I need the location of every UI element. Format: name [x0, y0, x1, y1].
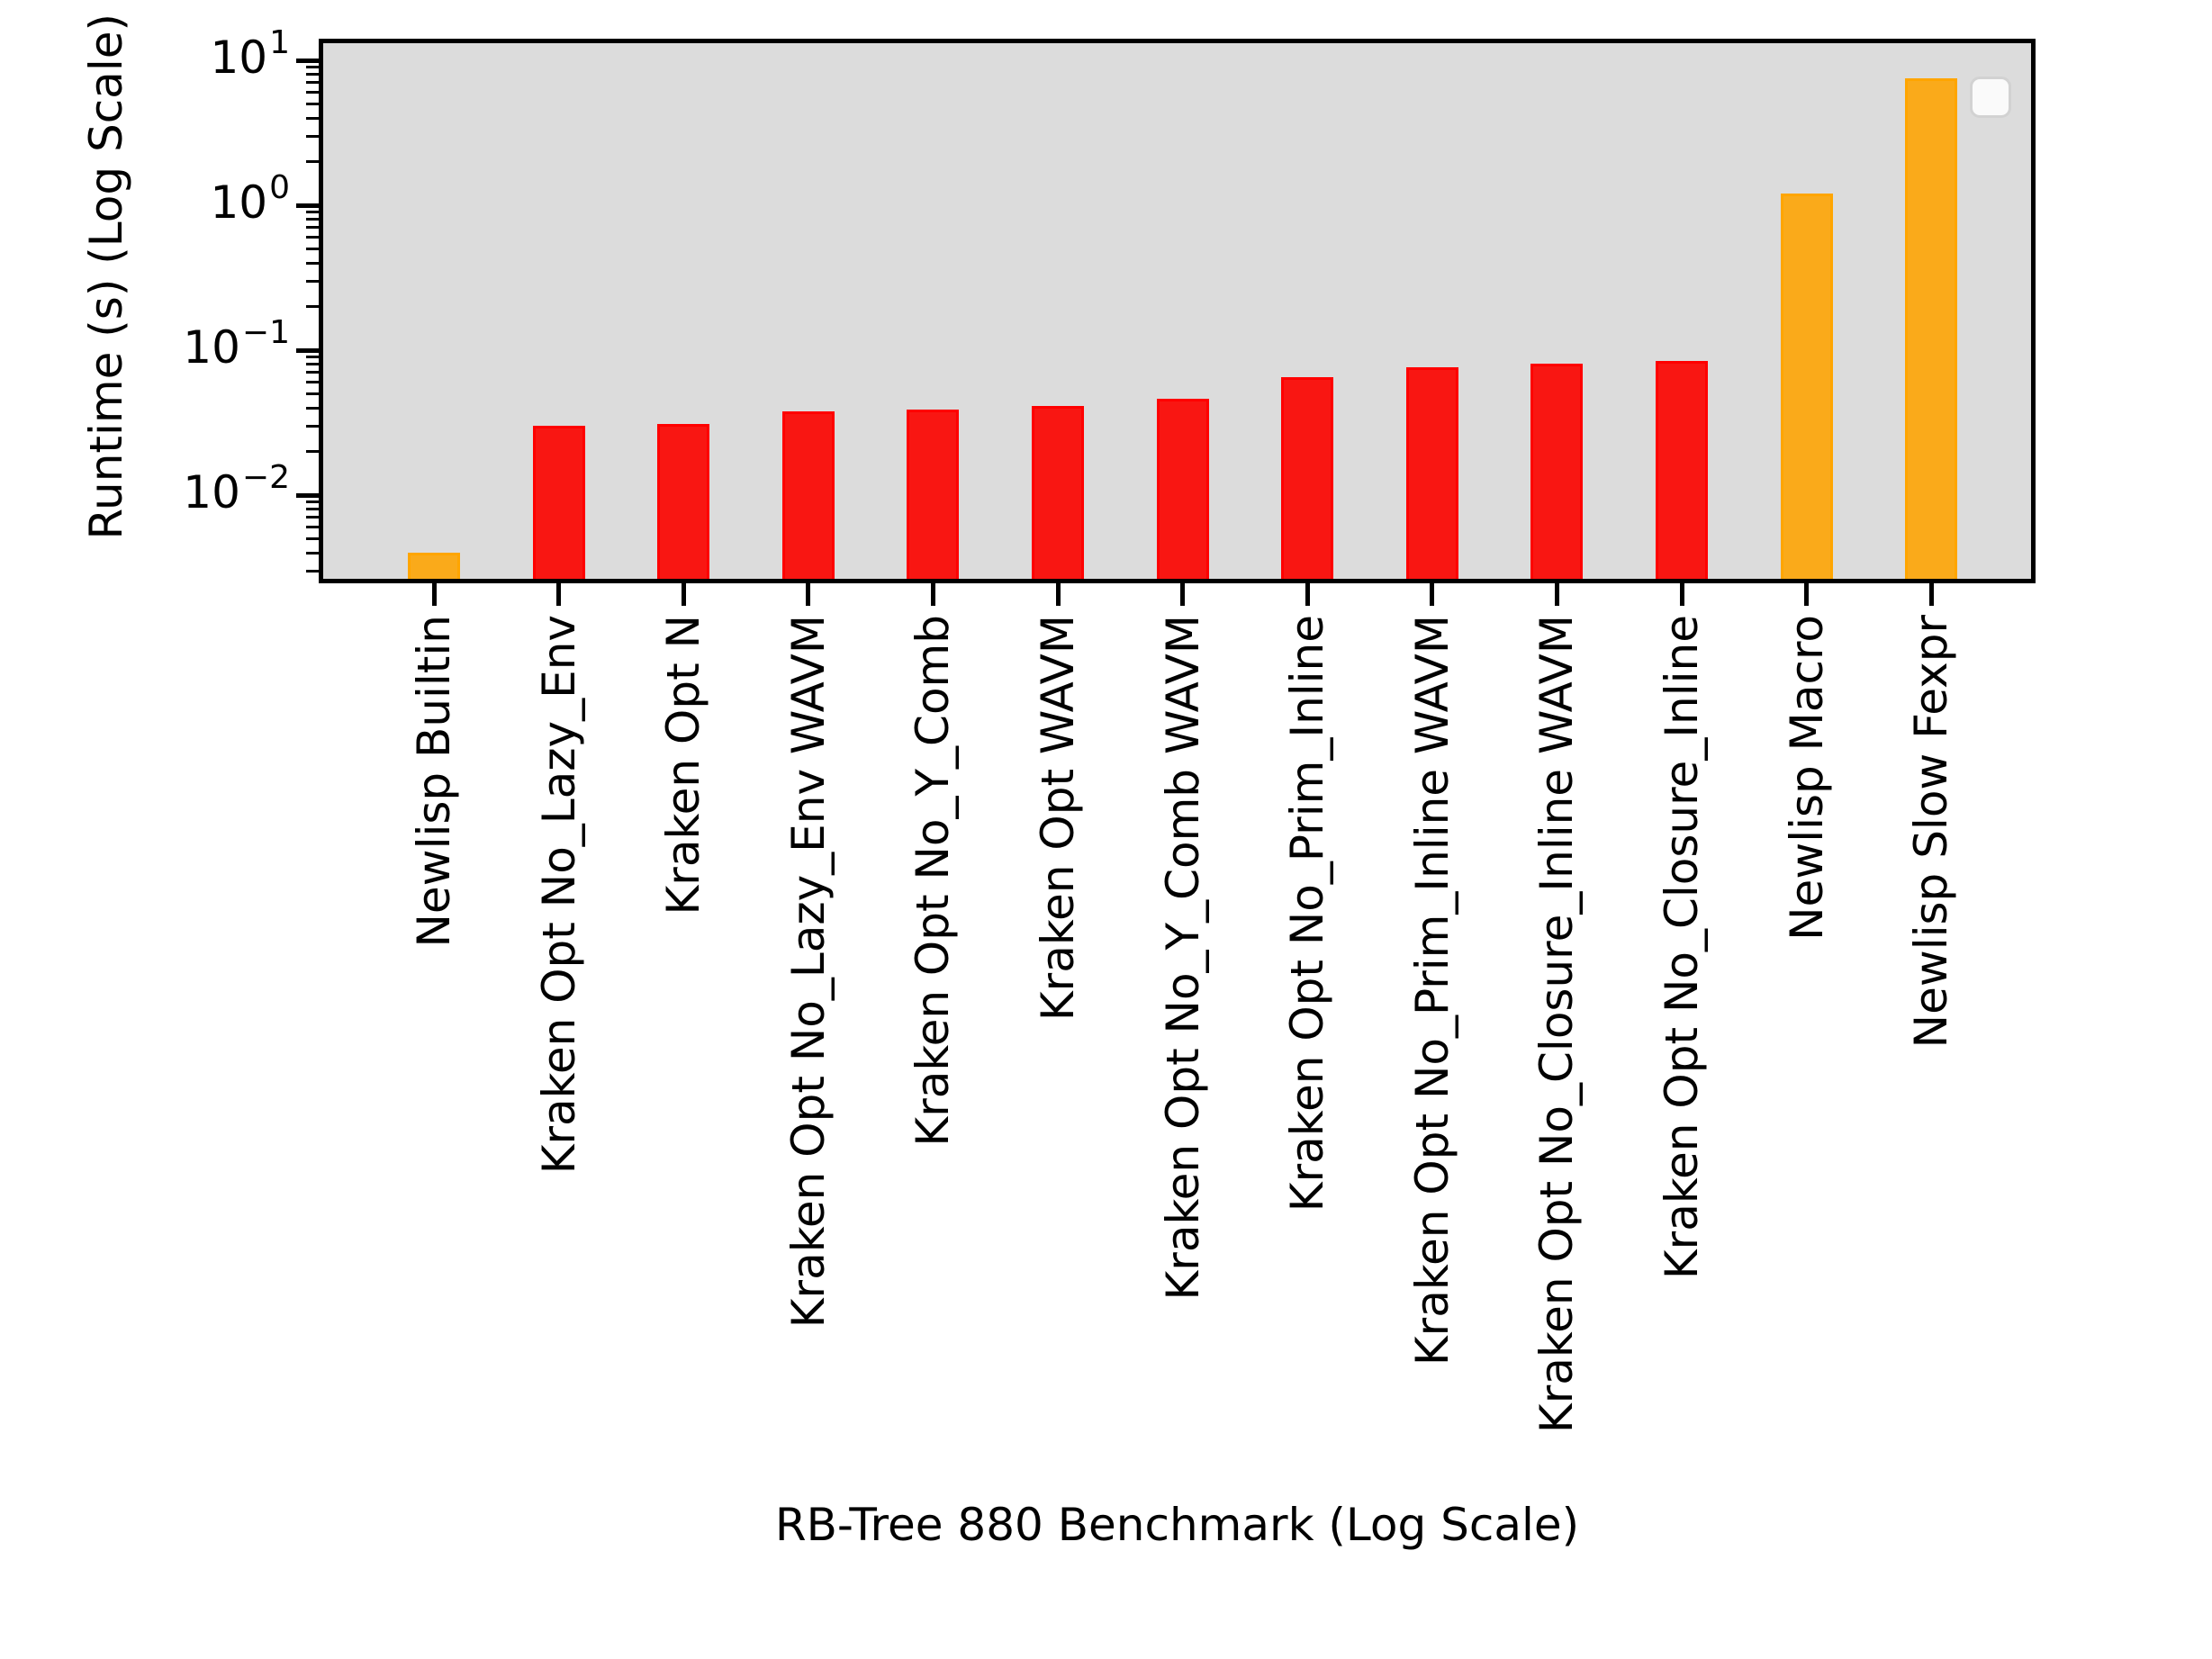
y-minor-tick — [306, 516, 321, 519]
y-tick-label-exponent: 0 — [269, 169, 290, 206]
y-minor-tick — [306, 569, 321, 573]
y-minor-tick — [306, 218, 321, 221]
y-tick-label-exponent: −2 — [241, 459, 290, 496]
bar-category-label: Kraken Opt No_Y_Comb WAVM — [1156, 615, 1209, 1301]
bar — [1032, 406, 1084, 581]
y-major-tick — [296, 492, 321, 498]
y-minor-tick — [306, 116, 321, 120]
y-minor-tick — [306, 91, 321, 95]
x-tick — [431, 583, 437, 606]
x-tick — [1804, 583, 1810, 606]
y-minor-tick — [306, 355, 321, 358]
bar-category-label: Kraken Opt No_Lazy_Env — [532, 615, 585, 1175]
y-minor-tick — [306, 450, 321, 454]
y-minor-tick — [306, 424, 321, 428]
bar-category-label: Kraken Opt No_Lazy_Env WAVM — [781, 615, 835, 1329]
y-major-tick — [296, 347, 321, 353]
y-minor-tick — [306, 381, 321, 384]
bar — [1656, 361, 1708, 581]
x-tick — [806, 583, 811, 606]
y-minor-tick — [306, 500, 321, 503]
y-minor-tick — [306, 160, 321, 164]
y-tick-label: 10−2 — [54, 459, 290, 520]
bar — [1156, 399, 1209, 581]
y-minor-tick — [306, 261, 321, 265]
x-tick — [1305, 583, 1310, 606]
y-tick-label: 100 — [54, 169, 290, 230]
y-minor-tick — [306, 247, 321, 250]
y-minor-tick — [306, 363, 321, 366]
y-minor-tick — [306, 102, 321, 105]
y-minor-tick — [306, 226, 321, 230]
y-axis-label: Runtime (s) (Log Scale) — [80, 14, 132, 540]
bar-category-label: Newlisp Slow Fexpr — [1905, 615, 1958, 1049]
bar-category-label: Newlisp Builtin — [408, 615, 460, 948]
y-minor-tick — [306, 508, 321, 511]
y-minor-tick — [306, 81, 321, 85]
y-tick-label-base: 10 — [183, 321, 240, 374]
y-minor-tick — [306, 536, 321, 540]
bar-category-label: Kraken Opt N — [657, 615, 710, 915]
bar — [781, 410, 835, 581]
bar-category-label: Newlisp Macro — [1780, 615, 1833, 941]
x-tick — [681, 583, 686, 606]
bar-category-label: Kraken Opt No_Closure_Inline WAVM — [1530, 615, 1584, 1434]
bar — [1905, 78, 1958, 581]
y-tick-label-base: 10 — [210, 176, 268, 229]
x-tick — [1679, 583, 1684, 606]
bar-category-label: Kraken Opt No_Y_Comb — [907, 615, 960, 1147]
y-major-tick — [296, 58, 321, 63]
legend-box — [1970, 77, 2011, 118]
y-major-tick — [296, 203, 321, 208]
y-minor-tick — [306, 210, 321, 213]
bar — [1780, 194, 1833, 581]
bar — [1530, 363, 1584, 581]
x-axis-label: RB-Tree 880 Benchmark (Log Scale) — [774, 1499, 1580, 1551]
x-tick — [1928, 583, 1934, 606]
bar — [408, 553, 460, 581]
y-minor-tick — [306, 134, 321, 138]
bar — [907, 409, 960, 581]
bar — [657, 423, 710, 581]
y-tick-label-base: 10 — [183, 466, 240, 518]
y-tick-label-base: 10 — [210, 32, 268, 84]
bar-category-label: Kraken Opt No_Prim_Inline WAVM — [1405, 615, 1458, 1366]
y-minor-tick — [306, 551, 321, 555]
y-minor-tick — [306, 65, 321, 68]
bar-category-label: Kraken Opt WAVM — [1032, 615, 1084, 1022]
x-tick — [556, 583, 562, 606]
bar — [1281, 377, 1334, 581]
bar-category-label: Kraken Opt No_Prim_Inline — [1281, 615, 1334, 1213]
y-minor-tick — [306, 406, 321, 410]
bar — [532, 426, 585, 581]
x-tick — [1430, 583, 1435, 606]
y-minor-tick — [306, 392, 321, 395]
y-minor-tick — [306, 279, 321, 283]
y-tick-label: 101 — [54, 24, 290, 86]
bar-category-label: Kraken Opt No_Closure_Inline — [1656, 615, 1708, 1280]
x-tick — [1180, 583, 1186, 606]
y-tick-label-exponent: −1 — [241, 314, 290, 351]
y-minor-tick — [306, 236, 321, 239]
y-minor-tick — [306, 305, 321, 309]
y-minor-tick — [306, 371, 321, 374]
x-tick — [1055, 583, 1061, 606]
x-tick — [1554, 583, 1559, 606]
y-minor-tick — [306, 73, 321, 77]
bar — [1405, 367, 1458, 581]
y-tick-label-exponent: 1 — [269, 24, 290, 61]
x-tick — [930, 583, 935, 606]
y-minor-tick — [306, 526, 321, 529]
y-tick-label: 10−1 — [54, 314, 290, 375]
